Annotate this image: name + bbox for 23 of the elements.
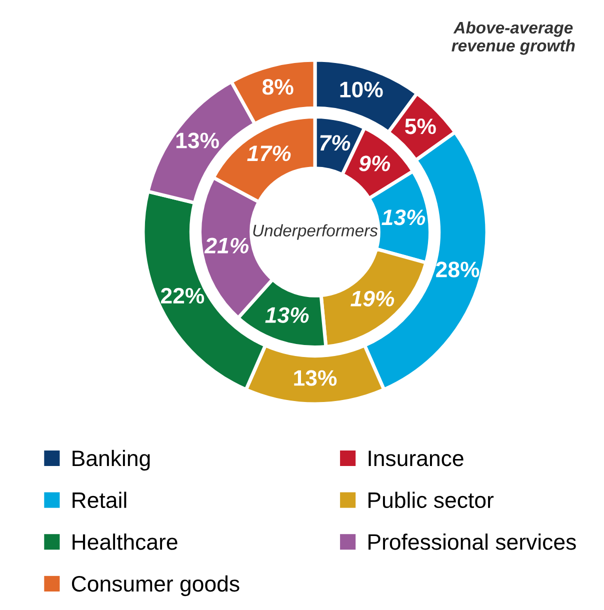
- legend-label: Retail: [72, 492, 126, 508]
- slice-label: Above-average revenue growth: [452, 21, 575, 55]
- legend-label: Public sector: [368, 492, 494, 508]
- slice-label: Underperformers: [253, 224, 378, 240]
- data-label: 22%: [161, 288, 204, 304]
- data-label: 17%: [247, 146, 291, 162]
- data-label: 21%: [204, 238, 249, 254]
- data-label: 9%: [359, 156, 390, 172]
- data-label: 19%: [350, 290, 394, 306]
- data-label: 13%: [294, 370, 337, 386]
- data-label: 13%: [265, 307, 309, 323]
- data-label: 8%: [262, 79, 294, 95]
- legend-label: Healthcare: [72, 534, 178, 550]
- legend-label: Banking: [72, 450, 150, 471]
- data-label: 7%: [320, 135, 350, 151]
- data-label: 13%: [176, 132, 219, 148]
- data-label: 13%: [382, 210, 426, 226]
- legend-label: Consumer goods: [72, 575, 240, 596]
- legend-label: Professional services: [368, 534, 576, 550]
- data-label: 5%: [405, 118, 436, 134]
- data-label: 28%: [436, 262, 480, 278]
- data-label: 10%: [340, 82, 383, 98]
- legend-label: Insurance: [368, 450, 464, 466]
